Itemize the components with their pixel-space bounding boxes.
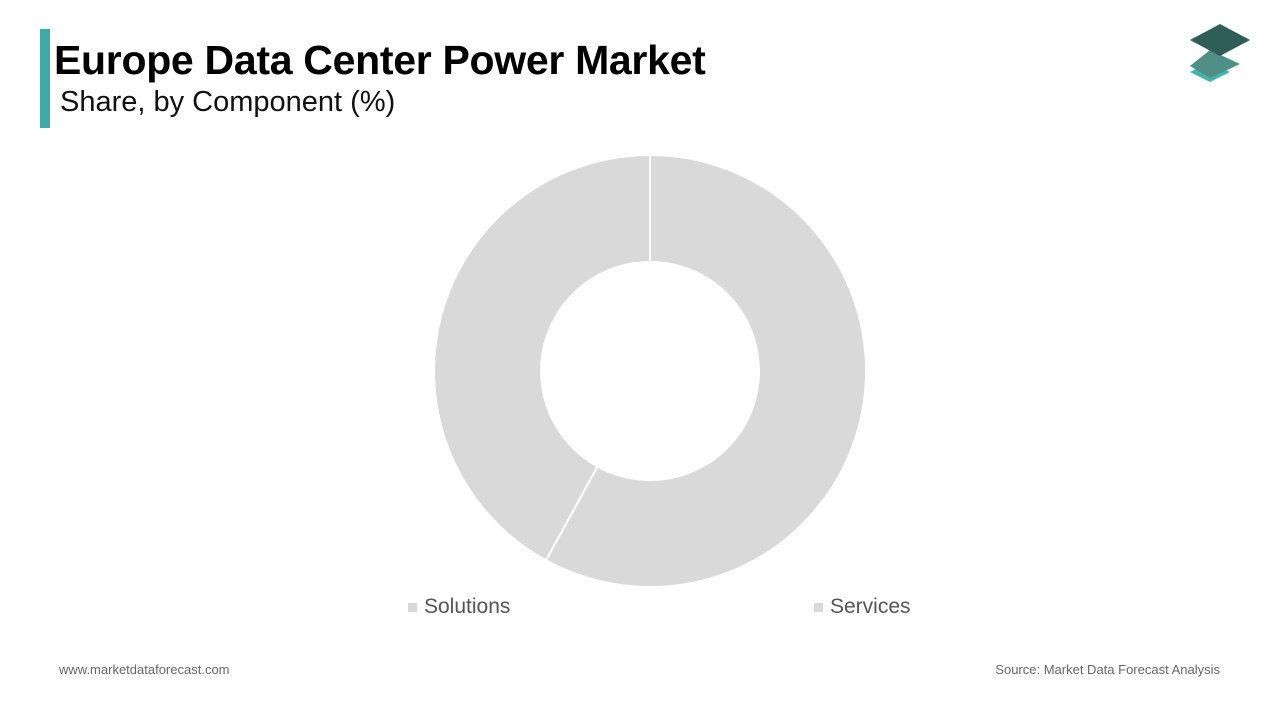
chart-title: Europe Data Center Power Market [54,37,706,83]
legend-swatch-services [814,602,823,612]
legend-label-solutions: Solutions [424,595,511,618]
legend-swatch-solutions [408,602,417,612]
logo-layer-middle [1190,50,1240,78]
footer-website: www.marketdataforecast.com [59,662,230,677]
donut-slices [433,153,867,588]
footer-source: Source: Market Data Forecast Analysis [995,662,1220,677]
company-logo-icon [1190,24,1250,82]
legend-item-services: Services [814,594,911,620]
donut-slice-solutions [544,153,867,588]
title-accent-bar [40,29,50,128]
chart-subtitle: Share, by Component (%) [60,86,396,118]
logo-layer-top [1190,24,1250,56]
donut-slice-services [433,153,651,562]
legend-label-services: Services [830,595,911,618]
legend-item-solutions: Solutions [408,594,510,620]
